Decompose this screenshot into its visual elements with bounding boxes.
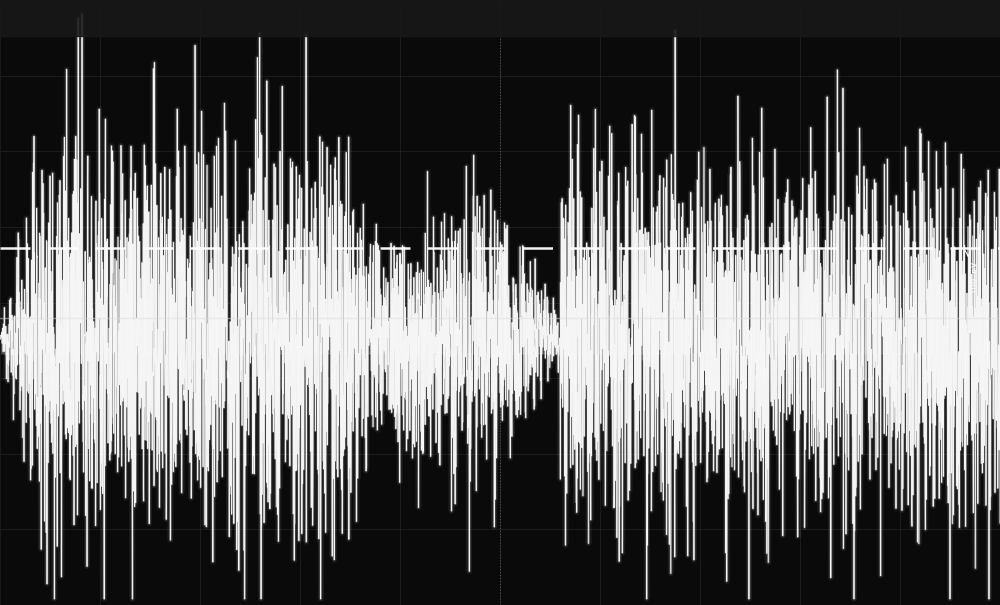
Bar bbox=[0, 0, 1000, 36]
Text: 100 mV: 100 mV bbox=[970, 262, 980, 295]
